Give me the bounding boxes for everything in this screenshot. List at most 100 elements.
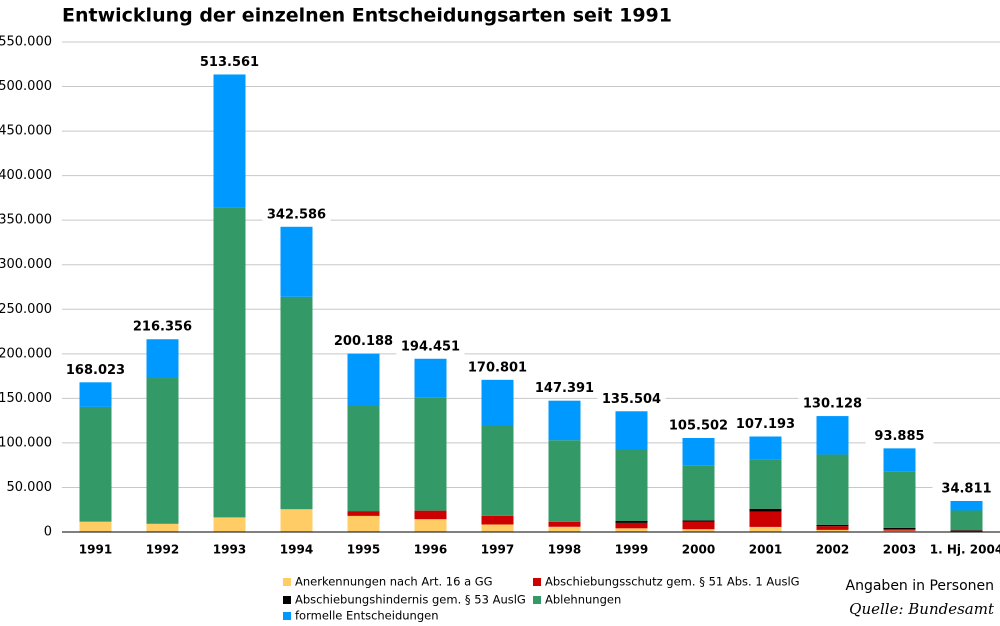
total-label: 200.188 [334, 334, 393, 349]
bar-segment [146, 339, 179, 379]
bar-segment [414, 358, 447, 398]
bar-segment [481, 524, 514, 532]
legend-label: Abschiebungshindernis gem. § 53 AuslG [295, 593, 526, 607]
total-label-bg [530, 379, 599, 398]
legend-label: formelle Entscheidungen [295, 609, 439, 623]
bar-segment [414, 510, 447, 520]
legend-swatch [283, 596, 291, 604]
legend-swatch [533, 596, 541, 604]
bar-segment [950, 530, 983, 531]
y-tick-label: 550.000 [0, 35, 52, 50]
x-tick-label: 1998 [548, 543, 581, 557]
total-label: 216.356 [133, 320, 192, 335]
x-tick-label: 2000 [682, 543, 715, 557]
total-label: 105.502 [669, 419, 728, 434]
bar-segment [347, 515, 380, 532]
bar-segment [548, 526, 581, 532]
bar-segment [146, 378, 179, 524]
bar-segment [682, 438, 715, 466]
y-tick-label: 400.000 [0, 168, 52, 183]
y-tick-label: 0 [44, 525, 52, 540]
unit-note: Angaben in Personen [846, 578, 994, 594]
bar-segment [682, 529, 715, 532]
bar-segment [481, 515, 514, 525]
total-label-bg [262, 205, 331, 224]
x-tick-label: 1991 [79, 543, 112, 557]
x-tick-label: 1992 [146, 543, 179, 557]
total-label-bg [195, 53, 264, 72]
bar-segment [280, 296, 313, 510]
bar-segment [816, 526, 849, 530]
bar-segment [213, 517, 246, 532]
bar-segment [749, 508, 782, 512]
bar-segment [682, 521, 715, 530]
bar-segment [79, 382, 112, 407]
total-label: 93.885 [874, 429, 924, 444]
legend-label: Ablehnungen [545, 593, 621, 607]
x-tick-label: 2003 [883, 543, 916, 557]
bar-segment [682, 520, 715, 522]
y-tick-label: 350.000 [0, 213, 52, 228]
bar-segment [548, 440, 581, 522]
bar-segment [213, 207, 246, 518]
y-tick-label: 150.000 [0, 391, 52, 406]
legend-label: Anerkennungen nach Art. 16 a GG [295, 575, 493, 589]
bar-segment [816, 529, 849, 532]
total-label: 170.801 [468, 360, 527, 375]
x-tick-label: 1997 [481, 543, 514, 557]
legend-swatch [283, 578, 291, 586]
y-tick-label: 500.000 [0, 79, 52, 94]
bar-segment [749, 526, 782, 532]
total-label: 34.811 [941, 481, 991, 496]
total-label: 168.023 [66, 363, 125, 378]
legend-swatch [283, 612, 291, 620]
bar-segment [79, 406, 112, 522]
bar-segment [280, 226, 313, 297]
total-label: 513.561 [200, 55, 259, 70]
x-tick-label: 1993 [213, 543, 246, 557]
bar-segment [883, 530, 916, 532]
bar-segment [950, 530, 983, 532]
bar-segment [682, 465, 715, 521]
y-tick-label: 50.000 [7, 480, 53, 495]
legend-swatch [533, 578, 541, 586]
total-label-bg [128, 318, 197, 337]
x-tick-label: 2002 [816, 543, 849, 557]
chart-title: Entwicklung der einzelnen Entscheidungsa… [62, 5, 672, 27]
bar-segment [146, 523, 179, 532]
bar-segment [883, 527, 916, 530]
bar-segment [816, 454, 849, 525]
total-label: 147.391 [535, 381, 594, 396]
bar-segment [414, 519, 447, 532]
total-label-bg [865, 427, 934, 446]
x-tick-label: 1996 [414, 543, 447, 557]
bar-segment [280, 509, 313, 532]
bar-segment [213, 74, 246, 208]
total-label: 194.451 [401, 339, 460, 354]
bar-segment [347, 406, 380, 512]
x-tick-label: 1994 [280, 543, 313, 557]
total-label-bg [664, 417, 733, 436]
bar-segment [481, 379, 514, 425]
bar-segment [615, 520, 648, 523]
legend-label: Abschiebungsschutz gem. § 51 Abs. 1 Ausl… [545, 575, 800, 589]
bar-segment [950, 510, 983, 531]
bar-segment [615, 522, 648, 529]
x-tick-label: 1999 [615, 543, 648, 557]
bar-segment [548, 400, 581, 441]
y-tick-label: 300.000 [0, 257, 52, 272]
bar-segment [615, 411, 648, 450]
total-label: 107.193 [736, 417, 795, 432]
bar-segment [749, 436, 782, 460]
bar-segment [79, 521, 112, 532]
bar-segment [347, 511, 380, 516]
bar-segment [749, 459, 782, 509]
bar-segment [950, 500, 983, 511]
total-label: 135.504 [602, 392, 661, 407]
y-tick-label: 200.000 [0, 346, 52, 361]
bar-segment [548, 521, 581, 527]
bar-segment [615, 528, 648, 532]
total-label-bg [798, 395, 867, 414]
total-label: 342.586 [267, 207, 326, 222]
bar-segment [883, 529, 916, 531]
